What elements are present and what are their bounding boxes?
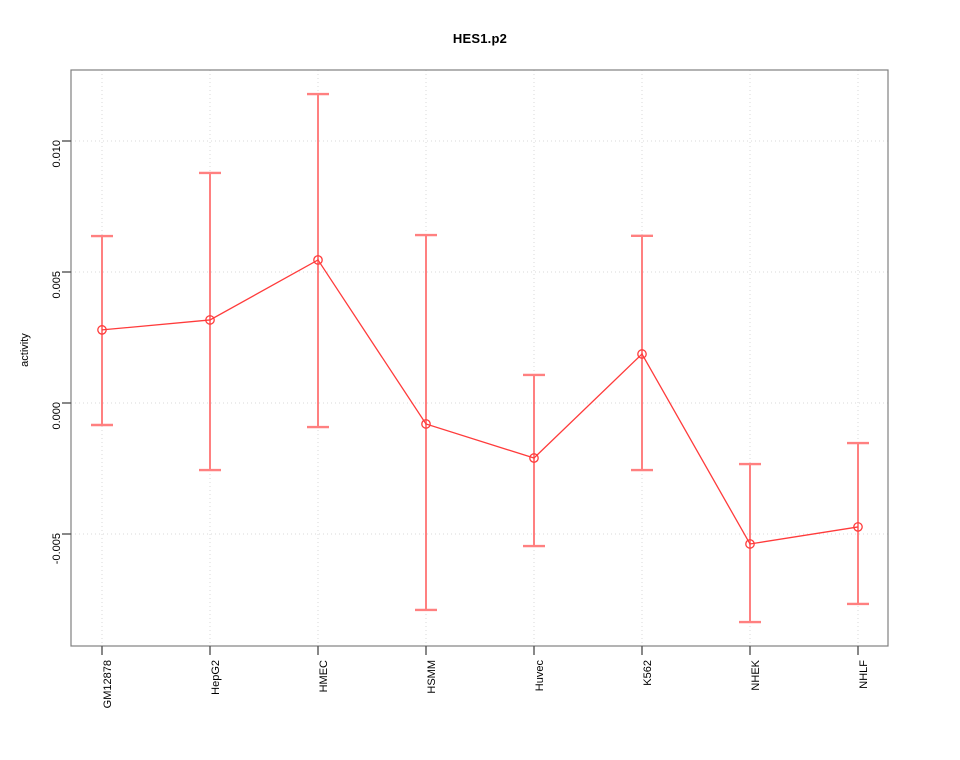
data-point-marker (637, 349, 647, 359)
error-bars (91, 92, 869, 624)
data-point-marker (421, 419, 431, 429)
grid-lines (71, 70, 888, 646)
x-tick-label: HMEC (318, 660, 330, 693)
x-tick-label: HepG2 (210, 660, 222, 695)
axis-ticks (62, 140, 859, 655)
data-point-marker (205, 315, 215, 325)
data-point-marker (529, 453, 539, 463)
plot-area (62, 69, 889, 655)
x-tick-label: K562 (642, 660, 654, 686)
x-tick-label: GM12878 (102, 660, 114, 709)
x-tick-label: NHLF (858, 660, 870, 689)
series-polyline (101, 259, 859, 545)
data-point-marker (97, 325, 107, 335)
series-line (101, 259, 859, 545)
chart-figure: HES1.p2 activity -0.005 0.000 0.005 0.010 G… (19, 31, 889, 709)
plot-frame (70, 69, 889, 647)
data-point-marker (313, 255, 323, 265)
data-point-markers (97, 255, 863, 549)
y-tick-label: 0.010 (51, 140, 63, 168)
x-tick-label: HSMM (426, 660, 438, 694)
chart-title: HES1.p2 (452, 31, 508, 46)
y-tick-label: 0.005 (51, 271, 63, 299)
x-tick-label: Huvec (534, 660, 546, 692)
x-tick-label: NHEK (750, 660, 762, 691)
data-point-marker (853, 522, 863, 532)
y-tick-label: -0.005 (51, 533, 63, 565)
data-point-marker (745, 539, 755, 549)
y-tick-label: 0.000 (51, 402, 63, 430)
